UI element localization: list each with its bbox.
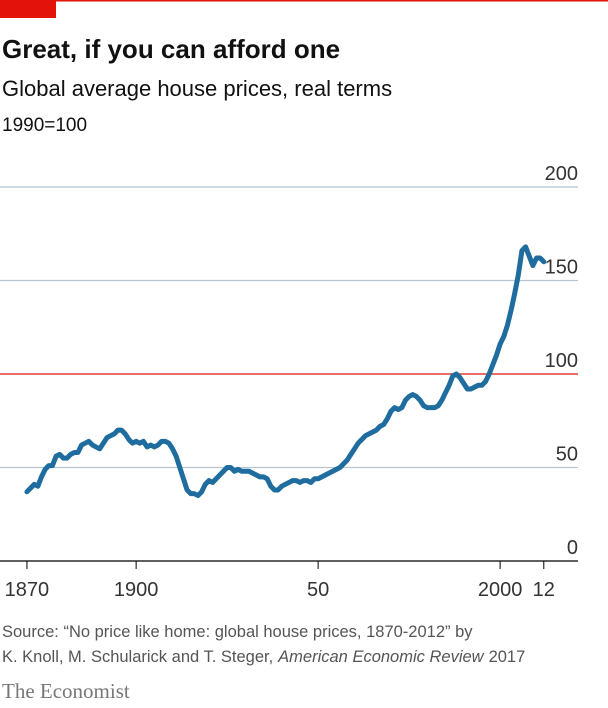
red-tag bbox=[0, 0, 56, 18]
brand: The Economist bbox=[2, 679, 130, 703]
data-line bbox=[24, 244, 547, 499]
y-tick-label: 100 bbox=[545, 350, 578, 372]
y-tick-label: 150 bbox=[545, 257, 578, 279]
source-journal: American Economic Review bbox=[277, 648, 484, 666]
x-tick-label: 1870 bbox=[5, 579, 50, 601]
chart-subtitle: Global average house prices, real terms bbox=[2, 76, 392, 101]
source-line: Source: “No price like home: global hous… bbox=[2, 623, 473, 641]
source-authors: K. Knoll, M. Schularick and T. Steger, bbox=[2, 648, 273, 666]
y-tick-label: 50 bbox=[556, 444, 578, 466]
source-year: 2017 bbox=[489, 648, 526, 666]
chart-title: Great, if you can afford one bbox=[2, 34, 340, 64]
y-tick-label: 0 bbox=[567, 537, 578, 559]
y-tick-label: 200 bbox=[545, 163, 578, 185]
x-tick-label: 12 bbox=[533, 579, 555, 601]
source-line: K. Knoll, M. Schularick and T. Steger, Am… bbox=[2, 648, 525, 666]
x-tick-label: 1900 bbox=[114, 579, 159, 601]
unit-label: 1990=100 bbox=[2, 115, 87, 136]
x-tick-label: 2000 bbox=[478, 579, 523, 601]
x-tick-label: 50 bbox=[307, 579, 329, 601]
top-rule bbox=[0, 0, 608, 2]
